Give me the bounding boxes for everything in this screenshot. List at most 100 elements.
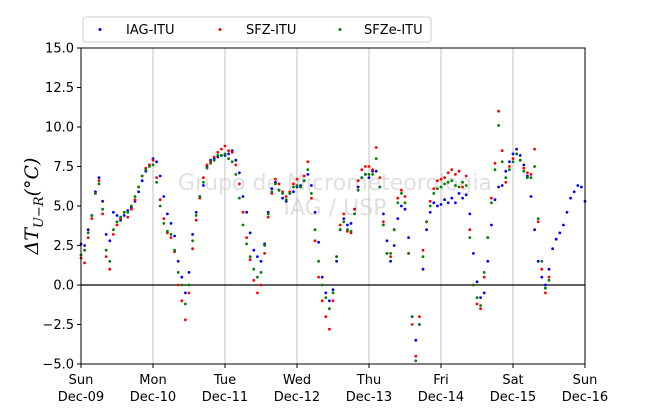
point-sfze-itu-46 bbox=[245, 242, 249, 246]
point-sfz-itu-46 bbox=[245, 236, 249, 240]
point-sfze-itu-124 bbox=[526, 176, 529, 180]
point-sfz-itu-59 bbox=[292, 182, 295, 186]
point-sfz-itu-110 bbox=[475, 302, 479, 306]
point-sfz-itu-80 bbox=[367, 165, 371, 168]
point-sfz-itu-28 bbox=[180, 299, 184, 303]
point-sfze-itu-88 bbox=[396, 201, 400, 205]
point-sfz-itu-94 bbox=[418, 315, 421, 318]
point-sfz-itu-51 bbox=[263, 252, 266, 255]
y-tick-label-1: −2.5 bbox=[42, 318, 74, 333]
point-iag-itu-117 bbox=[500, 184, 504, 187]
point-iag-itu-74 bbox=[346, 223, 349, 227]
point-sfz-itu-127 bbox=[536, 220, 540, 224]
point-sfze-itu-41 bbox=[227, 157, 231, 161]
point-sfz-itu-89 bbox=[400, 188, 403, 192]
watermark-line-2: IAG / USP bbox=[284, 196, 387, 221]
point-sfz-itu-39 bbox=[220, 147, 223, 151]
point-sfze-itu-35 bbox=[205, 166, 209, 170]
point-iag-itu-69 bbox=[328, 299, 331, 303]
point-iag-itu-41 bbox=[227, 152, 231, 156]
point-sfze-itu-78 bbox=[360, 176, 364, 180]
point-sfz-itu-76 bbox=[353, 207, 356, 211]
point-sfz-itu-63 bbox=[306, 160, 310, 164]
point-sfze-itu-43 bbox=[234, 173, 238, 176]
point-sfz-itu-101 bbox=[443, 176, 446, 180]
x-tick-weekday-4: Thu bbox=[356, 373, 381, 388]
point-iag-itu-84 bbox=[382, 212, 385, 216]
y-axis: −5.0 −2.5 0.0 2.5 5.0 7.5 10.0 12.5 15.0 bbox=[42, 42, 81, 373]
point-sfze-itu-10 bbox=[115, 220, 119, 224]
point-sfz-itu-40 bbox=[223, 144, 227, 148]
ylabel-unit: (°C) bbox=[21, 158, 43, 197]
point-sfze-itu-29 bbox=[184, 302, 187, 306]
point-iag-itu-111 bbox=[479, 296, 482, 299]
point-sfze-itu-24 bbox=[166, 229, 169, 233]
point-sfz-itu-65 bbox=[313, 239, 317, 243]
x-tick-date-7: Dec-16 bbox=[562, 390, 608, 405]
point-sfz-itu-5 bbox=[97, 179, 101, 183]
point-sfz-itu-82 bbox=[374, 146, 378, 149]
point-iag-itu-110 bbox=[475, 280, 479, 284]
point-sfze-itu-117 bbox=[500, 160, 504, 164]
point-sfz-itu-54 bbox=[274, 177, 277, 181]
point-sfze-itu-26 bbox=[173, 248, 177, 252]
point-sfze-itu-51 bbox=[263, 244, 266, 247]
legend-item-sfze-itu: SFZe-ITU bbox=[338, 23, 423, 38]
point-sfz-itu-103 bbox=[450, 168, 454, 172]
legend-label-sfz-itu: SFZ-ITU bbox=[246, 23, 296, 38]
point-iag-itu-32 bbox=[194, 210, 198, 214]
x-tick-date-0: Dec-09 bbox=[58, 390, 104, 405]
point-sfze-itu-14 bbox=[130, 204, 133, 208]
point-iag-itu-10 bbox=[115, 214, 119, 217]
point-sfz-itu-77 bbox=[356, 179, 360, 183]
x-tick-date-6: Dec-15 bbox=[490, 390, 536, 405]
point-sfze-itu-52 bbox=[266, 212, 270, 216]
point-sfze-itu-81 bbox=[371, 173, 374, 176]
point-sfz-itu-6 bbox=[101, 212, 104, 216]
y-tick-label-0: −5.0 bbox=[42, 358, 74, 373]
x-tick-weekday-3: Wed bbox=[283, 373, 311, 388]
point-sfze-itu-17 bbox=[140, 174, 144, 178]
point-iag-itu-133 bbox=[558, 231, 562, 235]
point-iag-itu-102 bbox=[446, 201, 450, 205]
point-iag-itu-68 bbox=[324, 291, 328, 295]
point-sfze-itu-99 bbox=[436, 187, 439, 191]
point-sfz-itu-34 bbox=[202, 176, 205, 180]
point-sfz-itu-3 bbox=[90, 217, 94, 221]
point-sfze-itu-126 bbox=[533, 165, 536, 168]
point-sfze-itu-63 bbox=[306, 168, 310, 172]
point-iag-itu-24 bbox=[166, 212, 169, 216]
point-sfze-itu-79 bbox=[364, 173, 367, 176]
point-sfze-itu-16 bbox=[137, 185, 141, 189]
point-iag-itu-88 bbox=[396, 217, 400, 221]
data-points bbox=[79, 109, 587, 363]
point-sfz-itu-100 bbox=[439, 177, 443, 181]
point-iag-itu-128 bbox=[540, 275, 544, 279]
x-tick-weekday-5: Fri bbox=[433, 373, 449, 388]
point-sfz-itu-123 bbox=[522, 166, 526, 170]
point-iag-itu-107 bbox=[464, 193, 468, 197]
point-sfze-itu-104 bbox=[454, 184, 457, 187]
point-iag-itu-131 bbox=[551, 247, 554, 251]
point-sfze-itu-127 bbox=[536, 217, 540, 221]
point-iag-itu-123 bbox=[522, 163, 526, 167]
point-iag-itu-106 bbox=[461, 196, 464, 200]
point-sfze-itu-21 bbox=[155, 180, 159, 184]
point-sfz-itu-99 bbox=[436, 179, 439, 183]
point-iag-itu-9 bbox=[112, 210, 115, 214]
point-sfz-itu-41 bbox=[227, 149, 231, 153]
point-sfze-itu-5 bbox=[97, 182, 101, 186]
point-sfze-itu-48 bbox=[252, 267, 256, 271]
point-sfze-itu-122 bbox=[518, 158, 522, 162]
point-sfz-itu-70 bbox=[331, 299, 335, 303]
point-sfze-itu-27 bbox=[176, 271, 180, 274]
legend-label-iag-itu: IAG-ITU bbox=[126, 23, 175, 38]
point-sfze-itu-107 bbox=[464, 184, 468, 187]
point-sfz-itu-126 bbox=[533, 147, 536, 151]
point-iag-itu-93 bbox=[414, 338, 418, 342]
point-iag-itu-70 bbox=[331, 288, 335, 292]
point-sfze-itu-45 bbox=[241, 223, 245, 227]
point-sfze-itu-118 bbox=[504, 176, 508, 180]
point-iag-itu-46 bbox=[245, 210, 249, 214]
